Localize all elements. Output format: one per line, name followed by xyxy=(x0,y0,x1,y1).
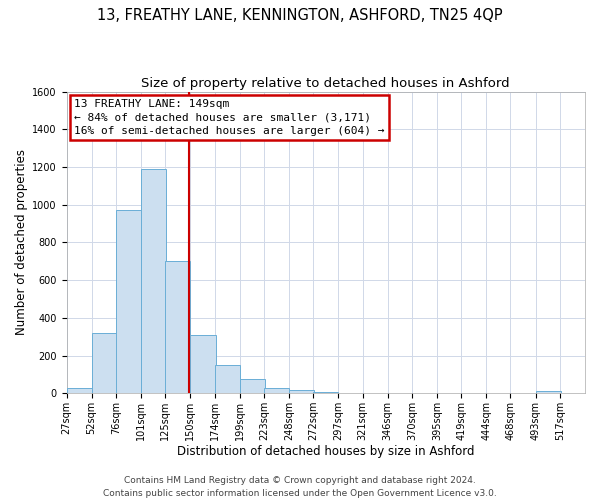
Text: Contains HM Land Registry data © Crown copyright and database right 2024.
Contai: Contains HM Land Registry data © Crown c… xyxy=(103,476,497,498)
Bar xyxy=(141,169,166,393)
Bar xyxy=(165,262,190,393)
Bar xyxy=(116,210,141,393)
Bar xyxy=(536,392,561,393)
Bar xyxy=(289,390,314,393)
Bar xyxy=(92,333,117,393)
Text: 13, FREATHY LANE, KENNINGTON, ASHFORD, TN25 4QP: 13, FREATHY LANE, KENNINGTON, ASHFORD, T… xyxy=(97,8,503,22)
Bar xyxy=(190,335,215,393)
Bar xyxy=(264,388,289,393)
Bar xyxy=(215,365,239,393)
Bar xyxy=(239,379,265,393)
Bar xyxy=(313,392,338,393)
Text: 13 FREATHY LANE: 149sqm
← 84% of detached houses are smaller (3,171)
16% of semi: 13 FREATHY LANE: 149sqm ← 84% of detache… xyxy=(74,99,385,136)
Y-axis label: Number of detached properties: Number of detached properties xyxy=(15,150,28,336)
Title: Size of property relative to detached houses in Ashford: Size of property relative to detached ho… xyxy=(142,78,510,90)
X-axis label: Distribution of detached houses by size in Ashford: Distribution of detached houses by size … xyxy=(177,444,475,458)
Bar xyxy=(338,392,364,393)
Bar xyxy=(67,388,92,393)
